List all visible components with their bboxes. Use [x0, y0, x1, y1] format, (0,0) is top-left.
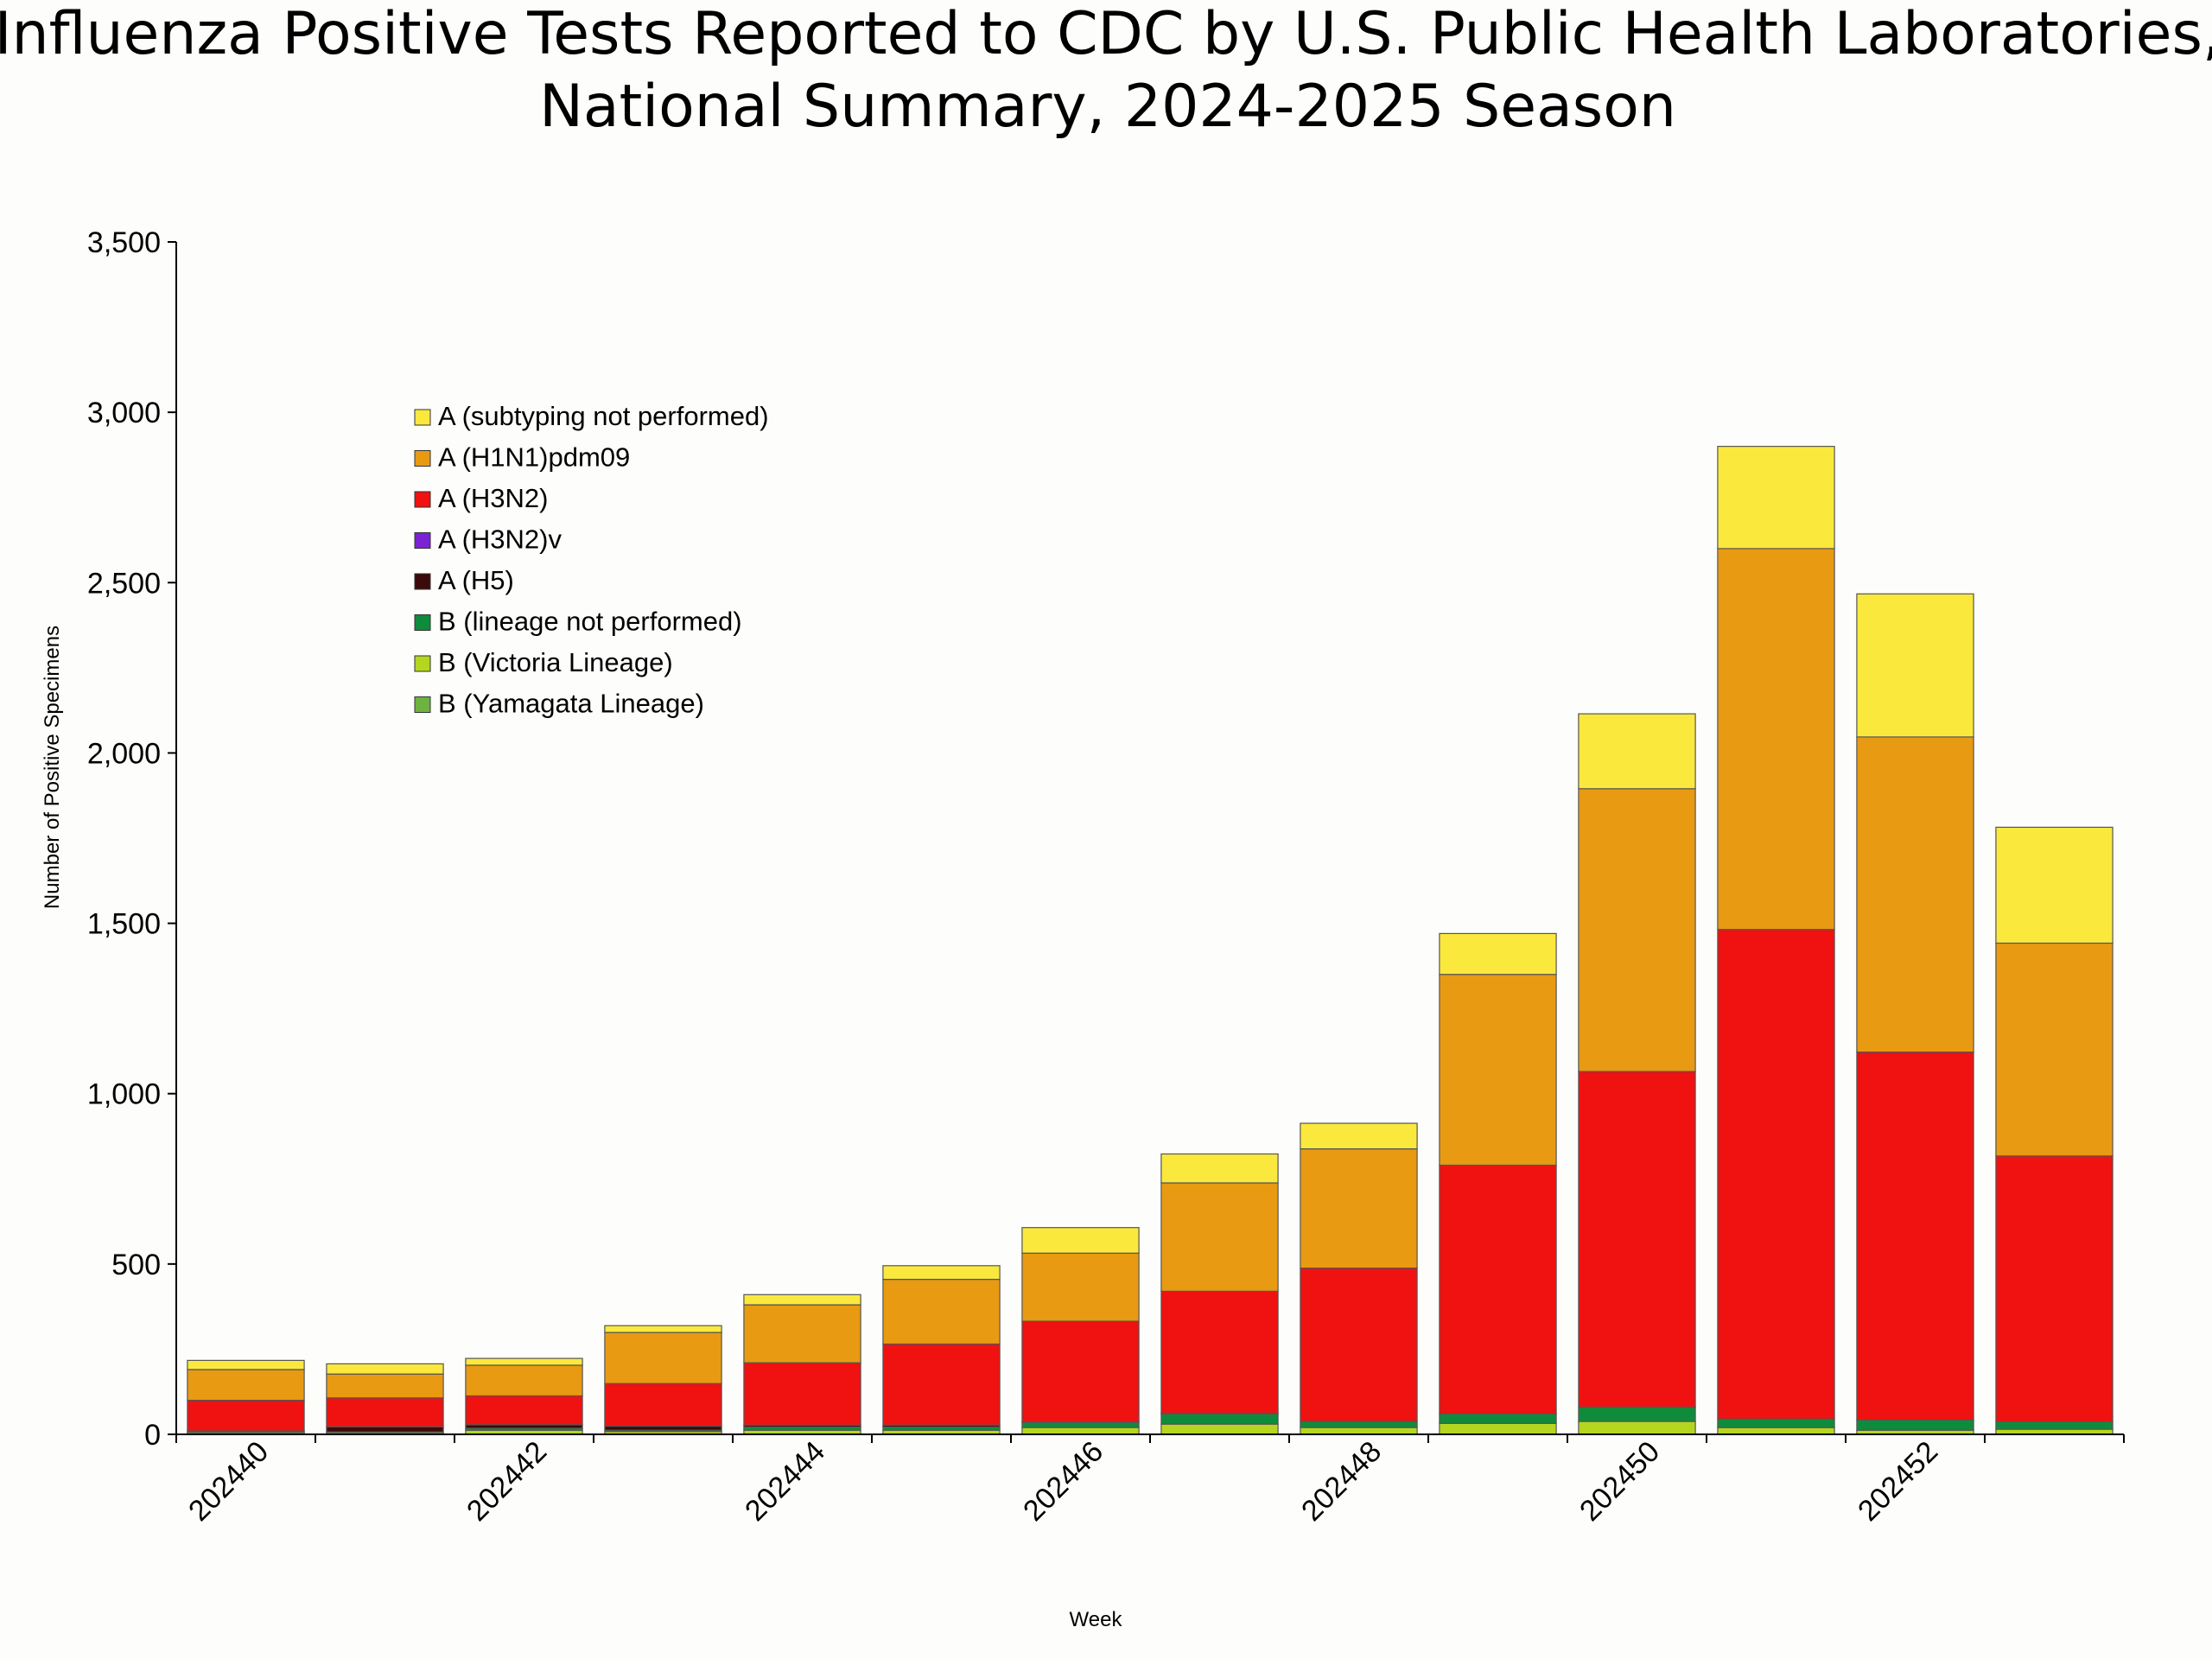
legend: A (subtyping not performed) A (H1N1)pdm09…: [414, 401, 769, 719]
bar-segment-202501-2: [1995, 1421, 2113, 1430]
bar-segment-202501-5: [1995, 1155, 2113, 1423]
x-tick-label: 202450: [1573, 1435, 1666, 1528]
bar-segment-202452-6: [1856, 736, 1974, 1053]
bar-segment-202450-1: [1578, 1421, 1696, 1435]
bar-segment-202446-1: [1021, 1427, 1140, 1435]
bar-segment-202446-5: [1021, 1320, 1140, 1422]
bar-segment-202446-6: [1021, 1252, 1140, 1322]
bar-segment-202449-1: [1439, 1422, 1557, 1435]
bar-segment-202448-6: [1300, 1147, 1418, 1269]
bar-segment-202450-5: [1578, 1071, 1696, 1408]
bar-segment-202440-7: [187, 1359, 305, 1370]
legend-label: A (subtyping not performed): [438, 401, 769, 431]
y-tick-label: 2,500: [87, 567, 161, 600]
bar-segment-202449-5: [1439, 1164, 1557, 1414]
bar-segment-202449-6: [1439, 974, 1557, 1166]
y-tick-label: 1,500: [87, 908, 161, 941]
y-tick-label: 3,000: [87, 397, 161, 429]
bar-segment-202447-2: [1160, 1413, 1279, 1425]
bar-segment-202442-3: [465, 1424, 583, 1429]
bar-segment-202446-2: [1021, 1421, 1140, 1428]
bar-segment-202443-5: [604, 1382, 722, 1427]
bar-segment-202447-1: [1160, 1423, 1279, 1435]
bar-segment-202448-1: [1300, 1427, 1418, 1435]
y-tick-label: 0: [144, 1419, 161, 1452]
bar-segment-202445-6: [882, 1278, 1001, 1345]
legend-label: A (H3N2)v: [438, 524, 562, 555]
bar-segment-202450-6: [1578, 788, 1696, 1072]
y-tick-label: 2,000: [87, 737, 161, 770]
legend-swatch: [414, 491, 431, 508]
bar-segment-202445-7: [882, 1265, 1001, 1281]
legend-label: B (Yamagata Lineage): [438, 689, 704, 719]
x-tick-label: 202448: [1295, 1435, 1388, 1528]
bar-segment-202451-5: [1717, 929, 1835, 1420]
bar-segment-202449-2: [1439, 1413, 1557, 1424]
bar-segment-202444-6: [743, 1304, 861, 1363]
bar-segment-202442-5: [465, 1395, 583, 1426]
legend-label: A (H5): [438, 565, 514, 595]
x-tick-label: 202444: [739, 1435, 831, 1528]
bar-segment-202445-5: [882, 1343, 1001, 1426]
bar-segment-202441-3: [326, 1426, 444, 1433]
bar-segment-202442-6: [465, 1364, 583, 1397]
legend-label: A (H3N2): [438, 483, 548, 513]
legend-swatch: [414, 696, 431, 713]
x-axis: 202440 202442 202444 202446 202448 202450 2024…: [175, 1433, 2125, 1528]
y-tick-label: 3,500: [87, 226, 161, 259]
bar-segment-202450-2: [1578, 1406, 1696, 1422]
bar-segment-202447-6: [1160, 1182, 1279, 1293]
bar-segment-202451-7: [1717, 445, 1835, 550]
bar-segment-202441-6: [326, 1373, 444, 1399]
legend-swatch: [414, 655, 431, 672]
bar-segment-202450-7: [1578, 713, 1696, 790]
bar-segment-202501-7: [1995, 826, 2113, 944]
legend-swatch: [414, 573, 431, 590]
bar-segment-202447-7: [1160, 1153, 1279, 1184]
bar-segment-202452-5: [1856, 1051, 1974, 1421]
legend-label: A (H1N1)pdm09: [438, 442, 630, 473]
bar-segment-202442-7: [465, 1357, 583, 1366]
x-tick-label: 202440: [182, 1435, 275, 1528]
legend-swatch: [414, 532, 431, 549]
bar-segment-202448-7: [1300, 1122, 1418, 1150]
x-axis-title: Week: [1070, 1608, 1123, 1631]
bar-segment-202501-6: [1995, 942, 2113, 1157]
legend-swatch: [414, 614, 431, 631]
bar-segment-202444-7: [743, 1294, 861, 1306]
bar-segment-202451-2: [1717, 1418, 1835, 1428]
y-tick-label: 1,000: [87, 1078, 161, 1111]
legend-label: B (lineage not performed): [438, 607, 742, 637]
bar-segment-202443-7: [604, 1325, 722, 1333]
legend-swatch: [414, 409, 431, 426]
plot-area: [187, 445, 2113, 1435]
legend-swatch: [414, 450, 431, 467]
bar-segment-202444-5: [743, 1362, 861, 1426]
bar-segment-202441-5: [326, 1397, 444, 1427]
x-tick-label: 202442: [461, 1435, 553, 1528]
bar-segment-202452-7: [1856, 593, 1974, 738]
legend-label: B (Victoria Lineage): [438, 647, 673, 677]
bar-segment-202448-2: [1300, 1421, 1418, 1428]
y-axis: 0 500 1,000 1,500 2,000 2,500 3,000 3,500: [87, 226, 177, 1452]
chart-subtitle: National Summary, 2024-2025 Season: [539, 73, 1676, 141]
x-tick-label: 202452: [1852, 1435, 1944, 1528]
bar-segment-202443-3: [604, 1425, 722, 1431]
bar-segment-202448-5: [1300, 1267, 1418, 1422]
bar-segment-202441-7: [326, 1363, 444, 1375]
x-tick-label: 202446: [1017, 1435, 1109, 1528]
bar-segment-202443-6: [604, 1332, 722, 1384]
bar-segment-202451-1: [1717, 1427, 1835, 1435]
bar-segment-202446-7: [1021, 1227, 1140, 1254]
bar-segment-202440-6: [187, 1369, 305, 1402]
chart-title: Influenza Positive Tests Reported to CDC…: [0, 0, 2212, 68]
bar-segment-202452-2: [1856, 1419, 1974, 1431]
y-axis-title: Number of Positive Specimens: [41, 626, 64, 909]
bar-segment-202449-7: [1439, 932, 1557, 976]
bar-segment-202451-6: [1717, 548, 1835, 931]
bar-segment-202440-5: [187, 1399, 305, 1432]
y-tick-label: 500: [111, 1249, 161, 1281]
bar-segment-202447-5: [1160, 1290, 1279, 1414]
